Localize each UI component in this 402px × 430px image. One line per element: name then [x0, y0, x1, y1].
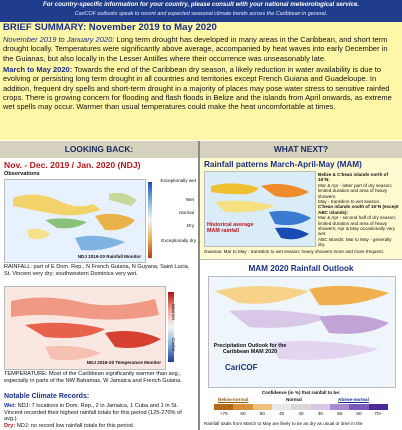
legend-warmer: Warmer	[171, 304, 176, 321]
temperature-map-caption: NDJ 2019-20 Temperature Monitor	[86, 360, 161, 365]
mam-guianas-note: Guianas: Mar to May - transition to wet …	[204, 249, 385, 254]
outlook-bottom-note: Rainfall totals from March to May are li…	[204, 421, 363, 426]
historical-mam-map: Historical average MAM rainfall	[204, 171, 316, 247]
temperature-bullet: TEMPERATURE: Most of the Caribbean signi…	[4, 371, 182, 384]
record-wet: Wet: NDJ: 7 locations in Dom. Rep., 2 in…	[4, 403, 182, 423]
looking-back-heading: LOOKING BACK:	[0, 141, 198, 158]
precipitation-map-caption: NDJ 2019-20 Rainfall Monitor	[77, 254, 141, 259]
legend-dry: Dry	[186, 223, 194, 228]
what-next-heading: WHAT NEXT?	[200, 141, 402, 158]
mam-map-graphic	[211, 183, 311, 240]
confidence-scale	[214, 404, 388, 410]
precipitation-legend-bar	[148, 182, 152, 258]
confidence-tick: 50	[337, 411, 343, 416]
confidence-tick: 60	[356, 411, 362, 416]
confidence-tick: 50	[259, 411, 265, 416]
confidence-above-label: Above-normal	[338, 397, 369, 402]
confidence-tick: +70	[219, 411, 228, 416]
precipitation-map-graphic	[13, 192, 137, 251]
outlook-caption: Precipitation Outlook for the Caribbean …	[213, 343, 287, 356]
legend-exceptionally-wet: Exceptionally wet	[160, 178, 197, 183]
legend-cooler: Cooler	[171, 338, 176, 352]
brief-paragraph-2: March to May 2020: Towards the end of th…	[3, 65, 392, 112]
rainfall-bullet: RAINFALL: part of E Dom. Rep., N French …	[4, 264, 190, 277]
what-next-panel: Rainfall patterns March-April-May (MAM) …	[200, 158, 402, 430]
looking-back-panel: Nov. - Dec. 2019 / Jan. 2020 (NDJ) Obser…	[0, 158, 198, 430]
precipitation-monitor-map: NDJ 2019-20 Rainfall Monitor	[4, 179, 146, 263]
brief-paragraph-1: November 2019 to January 2020: Long term…	[3, 35, 388, 63]
ndj-title: Nov. - Dec. 2019 / Jan. 2020 (NDJ)	[4, 160, 141, 170]
banner-line-2: CariCOF outlooks speak to recent and exp…	[74, 11, 328, 17]
brief-summary: BRIEF SUMMARY: November 2019 to May 2020…	[0, 22, 402, 140]
legend-exceptionally-dry: Exceptionally dry	[161, 238, 196, 243]
notable-records-title: Notable Climate Records:	[4, 393, 90, 400]
banner-line-1: For country-specific information for you…	[42, 1, 360, 8]
temperature-legend-bar	[168, 292, 174, 362]
confidence-tick: 40	[317, 411, 323, 416]
mam-patterns-title: Rainfall patterns March-April-May (MAM)	[204, 160, 362, 169]
confidence-tick: 70+	[374, 411, 383, 416]
legend-wet: Wet	[185, 197, 194, 202]
confidence-below-label: Below-normal	[218, 397, 249, 402]
caricof-logo: CariCOF	[225, 363, 258, 372]
confidence-tick: 40	[279, 411, 285, 416]
temperature-map-graphic	[11, 297, 161, 361]
record-dry: Dry: NDJ: no record low rainfall totals …	[4, 423, 135, 429]
observations-label: Observations	[4, 171, 40, 177]
confidence-title: Confidence (in %) that rainfall to be:	[261, 390, 341, 395]
outlook-map-graphic	[215, 285, 389, 360]
outlook-title: MAM 2020 Rainfall Outlook	[248, 264, 354, 273]
rainfall-outlook-map: Precipitation Outlook for the Caribbean …	[208, 276, 396, 388]
legend-normal: Normal	[179, 210, 194, 215]
confidence-tick: 60	[240, 411, 246, 416]
confidence-ticks: +70 60 50 40 40 40 50 60 70+	[214, 411, 388, 416]
historical-mam-label: Historical average MAM rainfall	[207, 222, 254, 235]
confidence-normal-label: Normal	[286, 397, 302, 402]
top-banner: For country-specific information for you…	[0, 0, 402, 22]
confidence-tick: 40	[298, 411, 304, 416]
right-separator	[200, 259, 402, 260]
brief-title: BRIEF SUMMARY: November 2019 to May 2020	[3, 22, 217, 33]
mam-notes: Belize & C'bean islands north of 16°N: M…	[318, 172, 399, 248]
temperature-monitor-map: NDJ 2019-20 Temperature Monitor	[4, 286, 166, 370]
column-divider	[198, 141, 200, 430]
